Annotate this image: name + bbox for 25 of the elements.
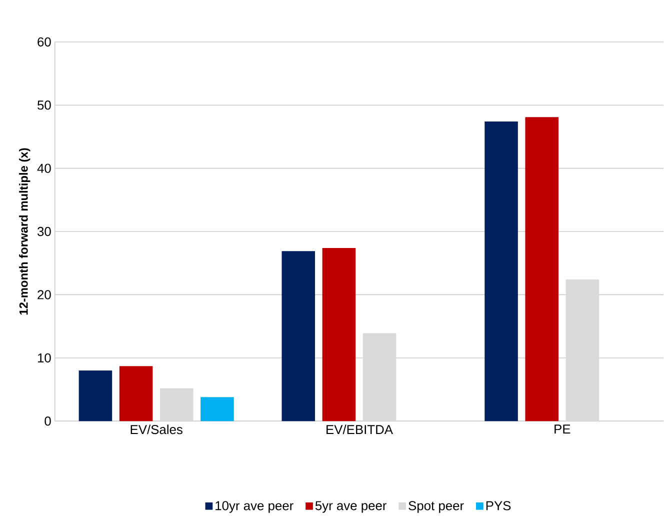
- bar: [282, 251, 316, 422]
- legend-label: 5yr ave peer: [315, 501, 387, 513]
- y-tick-label: 20: [38, 290, 51, 300]
- bar: [484, 122, 518, 422]
- legend-label: 10yr ave peer: [216, 501, 294, 514]
- y-axis-title: 12-month forward multiple (x): [19, 148, 30, 315]
- y-tick-label: 60: [38, 38, 51, 47]
- x-tick-label: PE: [554, 424, 570, 434]
- x-tick-label: EV/Sales: [130, 424, 182, 434]
- bar: [362, 333, 396, 422]
- legend-label: PYS: [486, 501, 511, 510]
- bar: [566, 280, 600, 422]
- x-tick-label: EV/EBITDA: [326, 424, 393, 434]
- legend-label: Spot peer: [408, 501, 464, 514]
- y-tick-label: 10: [38, 354, 51, 363]
- bar: [200, 397, 234, 422]
- y-tick-label: 0: [44, 416, 51, 426]
- bar: [160, 388, 194, 422]
- y-tick-label: 50: [38, 100, 51, 110]
- bar: [78, 370, 112, 422]
- y-tick-label: 30: [37, 227, 51, 236]
- bar: [525, 117, 558, 422]
- bar: [119, 366, 153, 422]
- y-tick-label: 40: [37, 164, 51, 174]
- bar: [322, 248, 356, 422]
